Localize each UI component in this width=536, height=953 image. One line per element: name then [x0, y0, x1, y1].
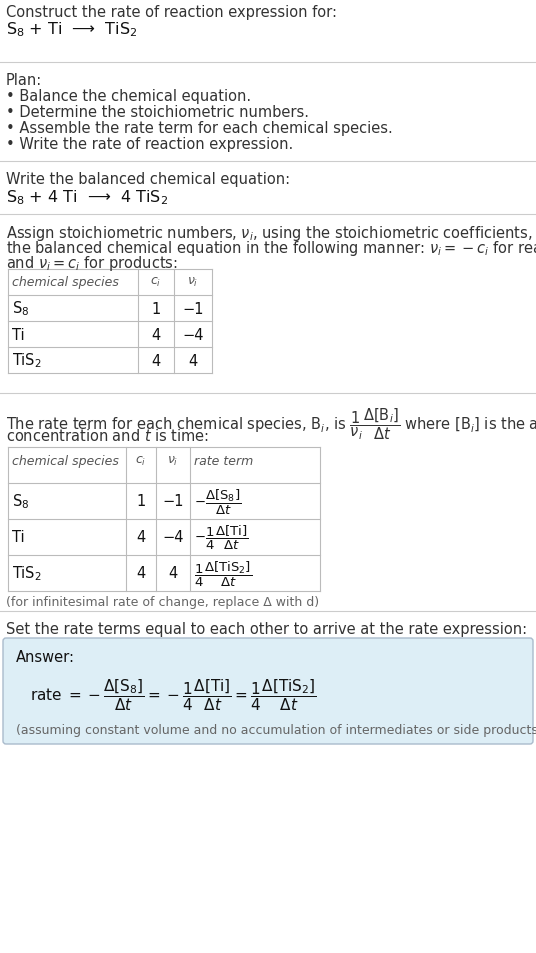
Text: • Determine the stoichiometric numbers.: • Determine the stoichiometric numbers.: [6, 105, 309, 120]
Text: 1: 1: [136, 494, 146, 509]
Text: −1: −1: [162, 494, 184, 509]
Text: • Balance the chemical equation.: • Balance the chemical equation.: [6, 89, 251, 104]
Text: $\mathrm{S_8}$: $\mathrm{S_8}$: [12, 299, 29, 318]
FancyBboxPatch shape: [3, 639, 533, 744]
Text: the balanced chemical equation in the following manner: $\nu_i = -c_i$ for react: the balanced chemical equation in the fo…: [6, 239, 536, 257]
Text: (for infinitesimal rate of change, replace Δ with d): (for infinitesimal rate of change, repla…: [6, 596, 319, 608]
Text: $-\dfrac{1}{4}\dfrac{\Delta[\mathrm{Ti}]}{\Delta t}$: $-\dfrac{1}{4}\dfrac{\Delta[\mathrm{Ti}]…: [194, 523, 248, 552]
Text: chemical species: chemical species: [12, 275, 119, 289]
Text: Write the balanced chemical equation:: Write the balanced chemical equation:: [6, 172, 290, 187]
Text: (assuming constant volume and no accumulation of intermediates or side products): (assuming constant volume and no accumul…: [16, 723, 536, 737]
Text: $\mathrm{S_8}$ + Ti  ⟶  $\mathrm{TiS_2}$: $\mathrm{S_8}$ + Ti ⟶ $\mathrm{TiS_2}$: [6, 20, 137, 39]
Text: Answer:: Answer:: [16, 649, 75, 664]
Text: 4: 4: [151, 354, 161, 368]
Text: concentration and $t$ is time:: concentration and $t$ is time:: [6, 428, 209, 443]
Text: • Assemble the rate term for each chemical species.: • Assemble the rate term for each chemic…: [6, 121, 393, 136]
Text: 4: 4: [188, 354, 198, 368]
Text: −4: −4: [162, 530, 184, 545]
Text: $\mathrm{S_8}$: $\mathrm{S_8}$: [12, 492, 29, 511]
Text: $\mathrm{S_8}$ + 4 Ti  ⟶  4 $\mathrm{TiS_2}$: $\mathrm{S_8}$ + 4 Ti ⟶ 4 $\mathrm{TiS_2…: [6, 188, 168, 207]
Text: $\nu_i$: $\nu_i$: [187, 275, 199, 289]
Text: The rate term for each chemical species, B$_i$, is $\dfrac{1}{\nu_i}\dfrac{\Delt: The rate term for each chemical species,…: [6, 406, 536, 441]
Text: Assign stoichiometric numbers, $\nu_i$, using the stoichiometric coefficients, $: Assign stoichiometric numbers, $\nu_i$, …: [6, 224, 536, 243]
Text: Construct the rate of reaction expression for:: Construct the rate of reaction expressio…: [6, 5, 337, 20]
Text: $c_i$: $c_i$: [136, 455, 147, 468]
Text: • Write the rate of reaction expression.: • Write the rate of reaction expression.: [6, 137, 293, 152]
Text: Plan:: Plan:: [6, 73, 42, 88]
Text: Set the rate terms equal to each other to arrive at the rate expression:: Set the rate terms equal to each other t…: [6, 621, 527, 637]
Text: and $\nu_i = c_i$ for products:: and $\nu_i = c_i$ for products:: [6, 253, 178, 273]
Text: 1: 1: [151, 301, 161, 316]
Text: $\mathrm{TiS_2}$: $\mathrm{TiS_2}$: [12, 564, 42, 582]
Text: $c_i$: $c_i$: [151, 275, 162, 289]
Text: $\dfrac{1}{4}\dfrac{\Delta[\mathrm{TiS_2}]}{\Delta t}$: $\dfrac{1}{4}\dfrac{\Delta[\mathrm{TiS_2…: [194, 558, 252, 588]
Text: Ti: Ti: [12, 327, 25, 342]
Text: $\nu_i$: $\nu_i$: [167, 455, 178, 468]
Text: 4: 4: [151, 327, 161, 342]
Text: rate $= -\dfrac{\Delta[\mathrm{S_8}]}{\Delta t} = -\dfrac{1}{4}\dfrac{\Delta[\ma: rate $= -\dfrac{\Delta[\mathrm{S_8}]}{\D…: [30, 677, 317, 712]
Text: 4: 4: [136, 566, 146, 581]
Text: $-\dfrac{\Delta[\mathrm{S_8}]}{\Delta t}$: $-\dfrac{\Delta[\mathrm{S_8}]}{\Delta t}…: [194, 487, 241, 517]
Text: Ti: Ti: [12, 530, 25, 545]
Text: −1: −1: [182, 301, 204, 316]
Text: chemical species: chemical species: [12, 455, 119, 468]
Text: $\mathrm{TiS_2}$: $\mathrm{TiS_2}$: [12, 352, 42, 370]
Text: 4: 4: [168, 566, 177, 581]
Text: 4: 4: [136, 530, 146, 545]
Text: rate term: rate term: [194, 455, 253, 468]
Text: −4: −4: [182, 327, 204, 342]
